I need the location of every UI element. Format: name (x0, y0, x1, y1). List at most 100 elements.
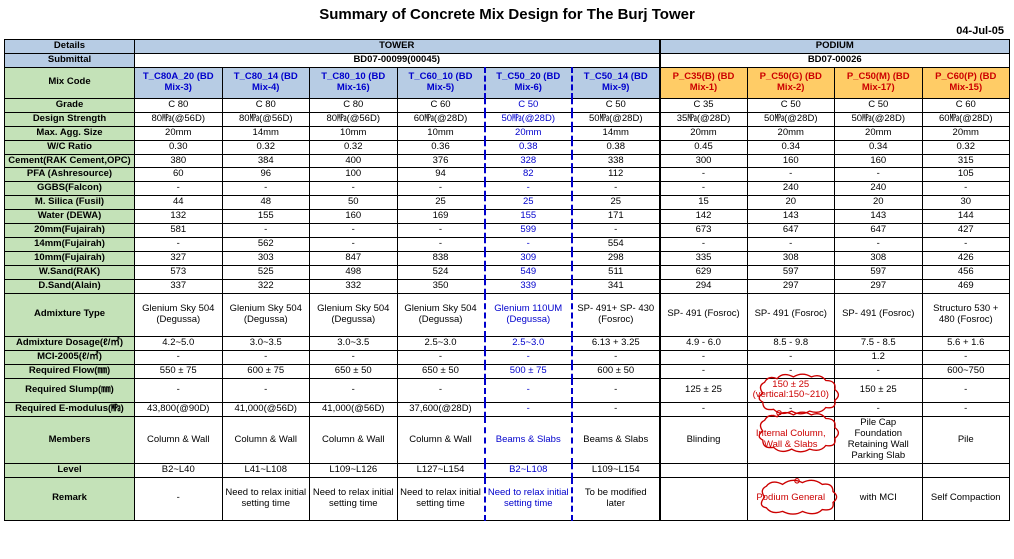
cell-water-7: 143 (747, 210, 835, 224)
cell-rs-5: - (572, 378, 660, 403)
cell-rem-9: - (922, 403, 1010, 417)
cell-mci-5: - (572, 350, 660, 364)
cell-ggbs-6: - (660, 182, 748, 196)
cell-dsand-5: 341 (572, 279, 660, 293)
row-label-wc: W/C Ratio (5, 140, 135, 154)
cell-grade-9: C 60 (922, 98, 1010, 112)
cell-dsand-9: 469 (922, 279, 1010, 293)
mix-c5: T_C50_14 (BD Mix-9) (572, 67, 660, 98)
cell-rem-2: 41,000(@56D) (310, 403, 398, 417)
cell-a20-2: - (310, 224, 398, 238)
cell-rem-6: - (660, 403, 748, 417)
cell-lvl-0: B2~L40 (135, 463, 223, 477)
cell-ms-5: 25 (572, 196, 660, 210)
cell-ws-1: 525 (222, 265, 310, 279)
cell-a14-1: 562 (222, 238, 310, 252)
cell-mem-8: Pile Cap Foundation Retaining Wall Parki… (835, 417, 923, 464)
cell-pfa-2: 100 (310, 168, 398, 182)
cell-grade-2: C 80 (310, 98, 398, 112)
cell-a14-9: - (922, 238, 1010, 252)
cell-lvl-6 (660, 463, 748, 477)
row-label-mem: Members (5, 417, 135, 464)
cell-dsand-2: 332 (310, 279, 398, 293)
cell-ws-5: 511 (572, 265, 660, 279)
cell-grade-1: C 80 (222, 98, 310, 112)
cell-mem-0: Column & Wall (135, 417, 223, 464)
cell-pfa-5: 112 (572, 168, 660, 182)
cell-a10-7: 308 (747, 251, 835, 265)
row-label-lvl: Level (5, 463, 135, 477)
cell-rmk-8: with MCI (835, 477, 923, 520)
cell-mci-8: 1.2 (835, 350, 923, 364)
cell-grade-4: C 50 (485, 98, 573, 112)
hdr-podium: PODIUM (660, 40, 1010, 54)
row-label-a20: 20mm(Fujairah) (5, 224, 135, 238)
cell-a10-6: 335 (660, 251, 748, 265)
mix-c9: P_C60(P) (BD Mix-15) (922, 67, 1010, 98)
cell-ggbs-5: - (572, 182, 660, 196)
hdr-submittal: Submittal (5, 53, 135, 67)
cell-mem-3: Column & Wall (397, 417, 485, 464)
cell-a10-8: 308 (835, 251, 923, 265)
cell-lvl-7 (747, 463, 835, 477)
cell-pfa-7: - (747, 168, 835, 182)
cell-agg-2: 10mm (310, 126, 398, 140)
cell-add-5: 6.13 + 3.25 (572, 336, 660, 350)
cell-ggbs-2: - (310, 182, 398, 196)
row-label-dsand: D.Sand(Alain) (5, 279, 135, 293)
cell-ggbs-1: - (222, 182, 310, 196)
cell-lvl-1: L41~L108 (222, 463, 310, 477)
cell-agg-3: 10mm (397, 126, 485, 140)
cell-rmk-4: Need to relax initial setting time (485, 477, 573, 520)
cell-mem-5: Beams & Slabs (572, 417, 660, 464)
row-label-rmk: Remark (5, 477, 135, 520)
cell-water-0: 132 (135, 210, 223, 224)
cell-ds-3: 60㎫(@28D) (397, 112, 485, 126)
cell-pfa-4: 82 (485, 168, 573, 182)
row-label-rem: Required E-modulus(㎫) (5, 403, 135, 417)
cell-rmk-6 (660, 477, 748, 520)
cell-ds-9: 60㎫(@28D) (922, 112, 1010, 126)
cell-mem-1: Column & Wall (222, 417, 310, 464)
cell-dsand-1: 322 (222, 279, 310, 293)
cell-rem-5: - (572, 403, 660, 417)
cell-adt-0: Glenium Sky 504 (Degussa) (135, 293, 223, 336)
cell-rem-0: 43,800(@90D) (135, 403, 223, 417)
row-label-adt: Admixture Type (5, 293, 135, 336)
page-title: Summary of Concrete Mix Design for The B… (4, 6, 1010, 23)
cell-rs-4: - (485, 378, 573, 403)
cell-wc-9: 0.32 (922, 140, 1010, 154)
hdr-details: Details (5, 40, 135, 54)
cell-cem-9: 315 (922, 154, 1010, 168)
cell-rf-4: 500 ± 75 (485, 364, 573, 378)
cell-mci-1: - (222, 350, 310, 364)
cell-water-2: 160 (310, 210, 398, 224)
cell-agg-6: 20mm (660, 126, 748, 140)
cell-a14-6: - (660, 238, 748, 252)
cell-ds-6: 35㎫(@28D) (660, 112, 748, 126)
cell-cem-4: 328 (485, 154, 573, 168)
cell-a10-3: 838 (397, 251, 485, 265)
cell-ws-3: 524 (397, 265, 485, 279)
row-label-a14: 14mm(Fujairah) (5, 238, 135, 252)
cell-rmk-1: Need to relax initial setting time (222, 477, 310, 520)
cell-ms-4: 25 (485, 196, 573, 210)
cell-add-2: 3.0~3.5 (310, 336, 398, 350)
cell-rf-3: 650 ± 50 (397, 364, 485, 378)
row-label-ms: M. Silica (Fusil) (5, 196, 135, 210)
cell-adt-6: SP- 491 (Fosroc) (660, 293, 748, 336)
cell-wc-3: 0.36 (397, 140, 485, 154)
cell-mem-7: Internal Column, Wall & Slabs (747, 417, 835, 464)
cell-wc-4: 0.38 (485, 140, 573, 154)
cell-a20-9: 427 (922, 224, 1010, 238)
cell-ds-5: 50㎫(@28D) (572, 112, 660, 126)
cell-water-4: 155 (485, 210, 573, 224)
cell-mem-4: Beams & Slabs (485, 417, 573, 464)
row-label-agg: Max. Agg. Size (5, 126, 135, 140)
cell-adt-3: Glenium Sky 504 (Degussa) (397, 293, 485, 336)
cell-dsand-6: 294 (660, 279, 748, 293)
cell-water-1: 155 (222, 210, 310, 224)
cell-mem-2: Column & Wall (310, 417, 398, 464)
cell-rem-4: - (485, 403, 573, 417)
cell-a14-3: - (397, 238, 485, 252)
